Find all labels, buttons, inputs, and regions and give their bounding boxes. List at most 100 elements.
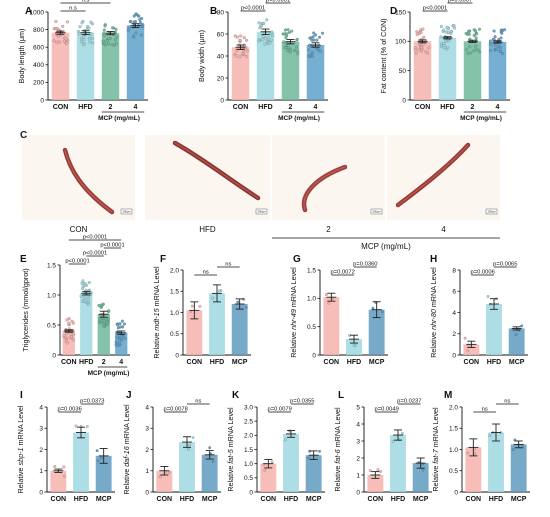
y-tick-label: 1.0 <box>449 447 458 454</box>
data-point <box>474 29 478 33</box>
data-point <box>296 49 300 53</box>
scale-bar <box>255 208 268 215</box>
scale-bar-label: 200μm <box>488 210 496 214</box>
y-tick-label: 3 <box>356 438 360 445</box>
data-point <box>63 39 67 43</box>
data-point <box>118 342 122 346</box>
x-tick-label: HFD <box>440 104 454 111</box>
data-point <box>187 448 190 451</box>
y-tick-label: 6 <box>452 289 456 296</box>
panel-letter-f: F <box>160 254 166 265</box>
data-point <box>501 52 505 56</box>
data-point <box>138 20 142 24</box>
data-point <box>129 19 133 23</box>
y-tick-label: 2 <box>145 447 149 454</box>
significance-label: p=0.0049 <box>374 407 398 413</box>
data-point <box>474 44 478 48</box>
photo-caption: CON <box>70 225 88 234</box>
y-axis-label: Relative mdt-15 mRNA Level <box>152 266 161 359</box>
significance-label: p=0.0036 <box>57 407 81 413</box>
x-tick-label: HFD <box>74 496 88 503</box>
worm-highlight <box>303 166 346 211</box>
x-tick-label: HFD <box>210 359 224 366</box>
data-point <box>466 30 470 34</box>
panel-letter-j: J <box>126 390 132 401</box>
y-tick-label: 0 <box>452 352 456 359</box>
data-point <box>198 304 202 308</box>
data-point <box>123 336 127 340</box>
panel-letter-b: B <box>210 6 217 17</box>
data-point <box>379 470 383 473</box>
x-tick-label: MCP <box>232 359 248 366</box>
data-point <box>71 321 75 325</box>
y-axis-label: Body length (μm) <box>17 29 26 84</box>
data-point <box>245 55 249 59</box>
data-point <box>476 48 480 52</box>
worm-highlight <box>397 144 469 206</box>
bar <box>186 310 203 355</box>
x-tick-label: MCP <box>306 496 322 503</box>
photo-caption: 2 <box>326 225 331 234</box>
worm-photo-4: 200μm 4 <box>387 135 500 234</box>
x-tick-label: CON <box>324 359 340 366</box>
data-point <box>514 333 518 336</box>
data-point <box>488 39 492 43</box>
data-point <box>354 343 358 347</box>
data-point <box>158 475 162 479</box>
data-point <box>233 34 237 38</box>
data-point <box>86 297 90 301</box>
data-point <box>493 43 497 47</box>
y-tick-label: 1.5 <box>449 426 458 433</box>
data-point <box>368 469 372 473</box>
data-point <box>501 29 505 33</box>
data-point <box>282 40 286 44</box>
data-point <box>380 310 384 314</box>
data-point <box>132 20 136 24</box>
data-point <box>287 46 291 50</box>
photo-background <box>145 135 270 220</box>
data-point <box>263 42 267 46</box>
data-point <box>77 32 81 36</box>
data-point <box>62 465 66 469</box>
data-point <box>284 438 287 442</box>
y-axis-label: Relative fat-6 mRNA Level <box>333 407 342 492</box>
chart-panel-a: A 0 200 400 600 800 1000 Body length (μm) CON HFD… <box>17 0 148 122</box>
data-point <box>87 302 91 306</box>
x-tick-label: CON <box>261 496 277 503</box>
data-point <box>167 471 171 475</box>
data-point <box>263 36 267 40</box>
data-point <box>114 27 118 31</box>
data-point <box>258 26 262 30</box>
y-tick-label: 1.5 <box>244 447 253 454</box>
bar <box>126 25 145 100</box>
x-tick-label: HFD <box>391 496 405 503</box>
bar <box>179 442 195 492</box>
data-point <box>114 42 118 46</box>
data-point <box>91 41 95 45</box>
group-label: MCP (mg/mL) <box>88 370 130 377</box>
data-point <box>90 36 94 40</box>
data-point <box>315 38 319 42</box>
y-tick-label: 4 <box>145 404 149 411</box>
significance-label: n.s <box>82 0 90 4</box>
data-point <box>234 54 238 58</box>
data-point <box>55 40 59 44</box>
data-point <box>236 300 240 304</box>
data-point <box>134 31 138 35</box>
data-point <box>238 55 242 59</box>
data-point <box>259 24 263 28</box>
data-point <box>500 31 504 35</box>
data-point <box>498 49 502 53</box>
bar <box>510 444 527 492</box>
y-tick-label: 3.0 <box>244 404 253 411</box>
data-point <box>474 36 478 40</box>
data-point <box>69 335 73 339</box>
data-point <box>477 27 481 31</box>
y-tick-label: 1.5 <box>307 267 316 274</box>
data-point <box>74 424 78 428</box>
bar <box>488 41 507 100</box>
x-tick-label: CON <box>464 359 480 366</box>
data-point <box>465 48 469 52</box>
y-tick-label: 0 <box>52 352 56 359</box>
x-tick-label: 2 <box>109 104 113 111</box>
